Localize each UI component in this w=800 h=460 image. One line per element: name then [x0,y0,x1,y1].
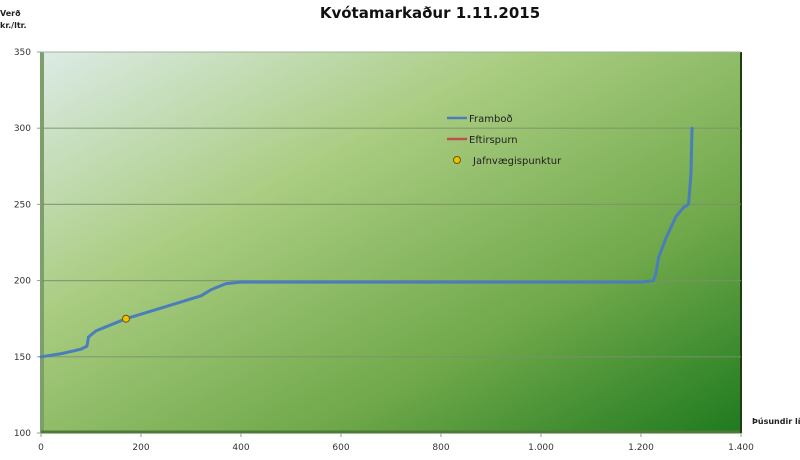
series-line-framboð [39,126,694,359]
x-tick-label: 0 [38,443,44,453]
y-axis-label-line-2: kr./ltr. [0,21,27,30]
y-tick-label: 150 [14,353,31,363]
x-tick-label: 1.400 [728,443,754,453]
y-axis-label-line-1: Verð [0,9,21,18]
x-tick-label: 200 [132,443,149,453]
axes: 100 150 200 250 300 350 0 200 400 600 800 1.000 1.20… [14,48,754,453]
x-tick-label: 400 [232,443,249,453]
plot-background [41,52,741,433]
x-tick-label: 1.200 [628,443,654,453]
x-tick-label: 600 [332,443,349,453]
x-tick-label: 1.000 [528,443,554,453]
x-tick-label: 800 [432,443,449,453]
legend-label: Eftirspurn [469,135,518,146]
y-tick-label: 300 [14,124,31,134]
y-tick-label: 200 [14,277,31,287]
plot-area [40,51,742,434]
equilibrium-point-marker [122,314,130,323]
legend: Framboð Eftirspurn Jafnvægispunktur [447,114,562,167]
chart-title: Kvótamarkaður 1.11.2015 [319,4,541,22]
y-tick-label: 350 [14,48,31,58]
series-layer [39,126,694,359]
legend-label: Framboð [469,114,513,125]
x-axis-label: Þúsundir lítra [752,417,800,426]
y-axis-label: Verð kr./ltr. [0,8,27,32]
legend-label: Jafnvægispunktur [472,156,562,167]
legend-swatch-marker [453,156,461,164]
y-tick-label: 250 [14,200,31,210]
y-tick-label: 100 [14,429,31,439]
